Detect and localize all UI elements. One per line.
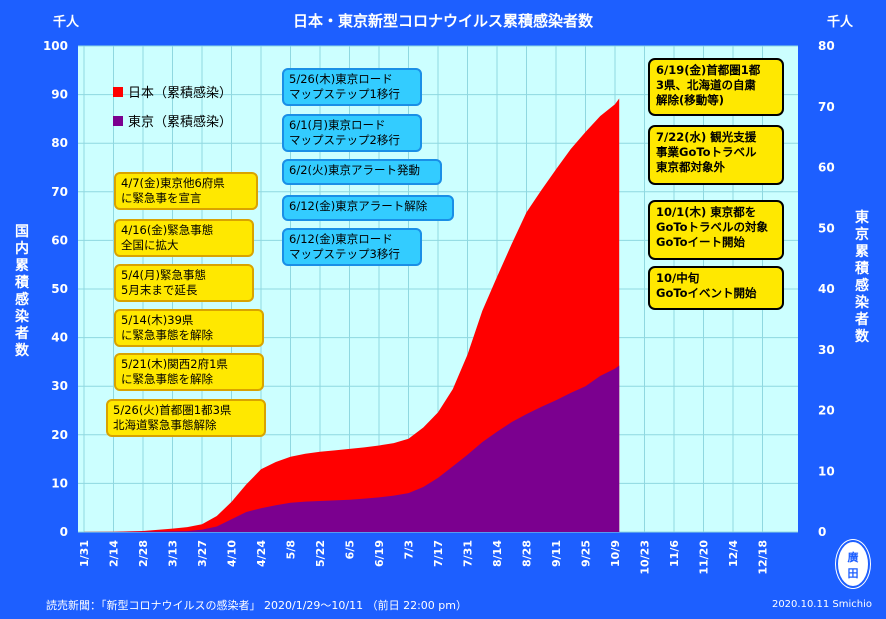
legend-swatch-japan <box>113 87 123 97</box>
y-tick-left: 50 <box>51 282 68 296</box>
y-axis-label-char: 者 <box>855 312 869 328</box>
y-tick-right: 70 <box>818 100 835 114</box>
x-tick: 2/14 <box>108 540 121 567</box>
y-axis-label-char: 東 <box>855 209 869 226</box>
x-tick: 12/18 <box>757 540 770 575</box>
x-tick: 5/22 <box>314 540 327 567</box>
areas <box>84 98 620 532</box>
x-tick: 4/10 <box>226 540 239 567</box>
y-tick-right: 0 <box>818 525 826 539</box>
x-tick: 1/31 <box>78 540 91 567</box>
x-tick: 4/24 <box>255 540 268 567</box>
note-10-mid: 10/中旬 GoToイベント開始 <box>648 266 784 310</box>
y-tick-left: 30 <box>51 379 68 393</box>
note-7-22: 7/22(水) 観光支援 事業GoToトラベル 東京都対象外 <box>648 125 784 185</box>
y-tick-left: 80 <box>51 136 68 150</box>
y-axis-label-char: 国 <box>15 224 29 240</box>
x-tick: 7/31 <box>462 540 475 567</box>
note-5-26: 5/26(火)首都圏1都3県 北海道緊急事態解除 <box>106 399 266 437</box>
note-roadmap-step2: 6/1(月)東京ロード マップステップ2移行 <box>282 114 422 152</box>
y-tick-left: 60 <box>51 233 68 247</box>
x-tick: 10/23 <box>639 540 652 575</box>
x-tick: 6/5 <box>344 540 357 559</box>
note-4-7: 4/7(金)東京他6府県 に緊急事を宣言 <box>114 172 258 210</box>
y-tick-right: 50 <box>818 221 835 235</box>
y-axis-label-char: 積 <box>14 274 30 291</box>
legend-label-japan: 日本（累積感染） <box>128 85 232 101</box>
y-axis-label-char: 累 <box>855 244 869 260</box>
y-axis-label-char: 内 <box>15 240 29 257</box>
legend-label-tokyo: 東京（累積感染） <box>128 114 232 130</box>
legend: 日本（累積感染） 東京（累積感染） <box>113 85 232 130</box>
x-tick: 2/28 <box>137 540 150 567</box>
y-tick-right: 40 <box>818 282 835 296</box>
y-tick-right: 60 <box>818 161 835 175</box>
y-axis-label-char: 数 <box>855 328 870 345</box>
y-axis-label-char: 染 <box>15 308 30 325</box>
x-tick: 9/11 <box>550 540 563 567</box>
x-tick: 9/25 <box>580 540 593 567</box>
note-10-1: 10/1(木) 東京都を GoToトラベルの対象 GoToイート開始 <box>648 200 784 260</box>
area-series-1 <box>84 365 620 532</box>
legend-swatch-tokyo <box>113 116 123 126</box>
right-unit: 千人 <box>827 14 854 30</box>
y-tick-left: 40 <box>51 331 68 345</box>
y-tick-left: 20 <box>51 428 68 442</box>
x-tick: 7/17 <box>432 540 445 567</box>
seal-char-1: 廣 <box>847 551 859 564</box>
y-tick-left: 0 <box>60 525 68 539</box>
area-series-0 <box>84 98 620 532</box>
note-tokyo-alert-off: 6/12(金)東京アラート解除 <box>282 195 454 221</box>
author-seal: 廣 田 <box>836 540 870 588</box>
y-axis-label-char: 累 <box>15 258 29 274</box>
y-tick-right: 30 <box>818 343 835 357</box>
x-tick: 11/6 <box>668 540 681 567</box>
y-tick-right: 80 <box>818 39 835 53</box>
note-5-21: 5/21(木)関西2府1県 に緊急事態を解除 <box>114 353 264 391</box>
credit: 2020.10.11 Smichio <box>771 599 872 610</box>
x-tick: 8/14 <box>491 540 504 567</box>
y-axis-label-char: 数 <box>15 342 30 359</box>
y-axis-label-char: 者 <box>15 326 29 342</box>
x-tick: 6/19 <box>373 540 386 567</box>
note-tokyo-alert-on: 6/2(火)東京アラート発動 <box>282 159 442 185</box>
note-4-16: 4/16(金)緊急事態 全国に拡大 <box>114 219 254 257</box>
x-tick: 3/13 <box>167 540 180 567</box>
y-tick-right: 10 <box>818 464 835 478</box>
x-tick: 7/3 <box>403 540 416 559</box>
chart-title: 日本・東京新型コロナウイルス累積感染者数 <box>293 12 594 30</box>
note-roadmap-step1: 5/26(木)東京ロード マップステップ1移行 <box>282 68 422 106</box>
y-axis-label-char: 感 <box>15 291 29 308</box>
x-tick: 5/8 <box>285 540 298 559</box>
y-axis-label-char: 京 <box>855 226 869 243</box>
note-5-4: 5/4(月)緊急事態 5月末まで延長 <box>114 264 254 302</box>
y-ticks-right: 0 10 20 30 40 50 60 70 80 <box>818 39 835 539</box>
y-tick-left: 70 <box>51 185 68 199</box>
x-tick: 3/27 <box>196 540 209 567</box>
x-tick: 12/4 <box>727 540 740 567</box>
y-axis-label-char: 染 <box>855 294 870 311</box>
x-tick: 10/9 <box>609 540 622 567</box>
y-tick-right: 20 <box>818 404 835 418</box>
note-6-19: 6/19(金)首都圏1都 3県、北海道の自粛 解除(移動等) <box>648 58 784 116</box>
left-unit: 千人 <box>53 14 80 30</box>
x-tick: 8/28 <box>521 540 534 567</box>
y-axis-label-char: 積 <box>854 260 870 277</box>
note-roadmap-step3: 6/12(金)東京ロード マップステップ3移行 <box>282 228 422 266</box>
seal-char-2: 田 <box>847 567 859 580</box>
y-tick-left: 90 <box>51 88 68 102</box>
y-tick-left: 100 <box>43 39 68 53</box>
x-tick: 11/20 <box>698 540 711 575</box>
x-ticks: 1/31 2/14 2/28 3/13 3/27 4/10 4/24 5/8 5/22 6/5 6/… <box>78 540 770 575</box>
y-tick-left: 10 <box>51 476 68 490</box>
note-5-14: 5/14(木)39県 に緊急事態を解除 <box>114 309 264 347</box>
source-note: 読売新聞：「新型コロナウイルスの感染者」 2020/1/29～10/11 （前日… <box>46 599 467 612</box>
y-ticks-left: 0 10 20 30 40 50 60 70 80 90 100 <box>43 39 68 539</box>
y-axis-label-char: 感 <box>855 277 869 294</box>
